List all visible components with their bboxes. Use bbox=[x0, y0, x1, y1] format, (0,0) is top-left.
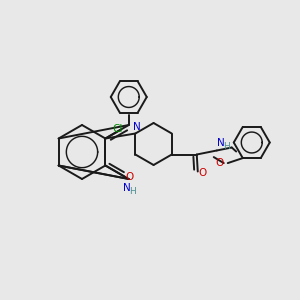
Text: H: H bbox=[224, 142, 230, 151]
Text: O: O bbox=[216, 158, 224, 168]
Text: Cl: Cl bbox=[113, 124, 123, 134]
Text: N: N bbox=[217, 139, 225, 148]
Text: O: O bbox=[199, 167, 207, 178]
Text: O: O bbox=[125, 172, 134, 182]
Text: N: N bbox=[123, 183, 130, 193]
Text: H: H bbox=[129, 187, 136, 196]
Text: N: N bbox=[133, 122, 140, 131]
